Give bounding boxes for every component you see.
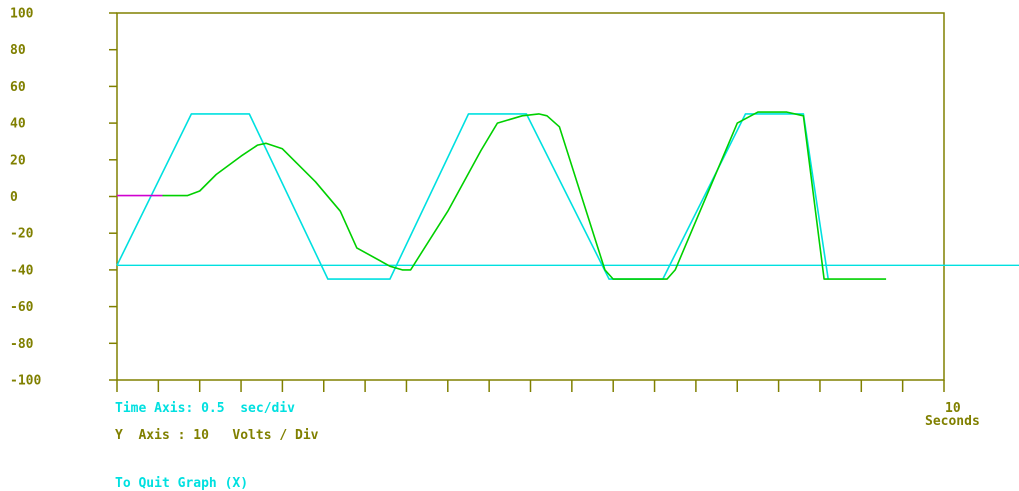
y-tick-label: 40 [10, 117, 26, 132]
y-tick-label: 0 [10, 190, 18, 205]
series-line-setpoint [116, 113, 829, 280]
y-tick-label: -60 [10, 300, 34, 315]
y-tick-label: 60 [10, 80, 26, 95]
series-line-response [162, 111, 887, 280]
y-tick-label: 100 [10, 7, 34, 22]
y-tick-label: -40 [10, 263, 34, 278]
quit-instruction: To Quit Graph (X) [115, 476, 249, 491]
y-tick-label: 20 [10, 153, 26, 168]
time-axis-label: Time Axis: 0.5 sec/div [115, 401, 296, 416]
y-tick-label: 80 [10, 43, 26, 58]
x-axis-end-value: 10 [945, 401, 961, 416]
y-tick-label: -100 [10, 374, 41, 389]
plot-frame [116, 12, 945, 381]
y-tick-label: -80 [10, 337, 34, 352]
y-axis-scale-label: Y Axis : 10 Volts / Div [115, 428, 319, 443]
y-tick-label: -20 [10, 227, 34, 242]
x-axis-unit: Seconds [925, 414, 980, 429]
